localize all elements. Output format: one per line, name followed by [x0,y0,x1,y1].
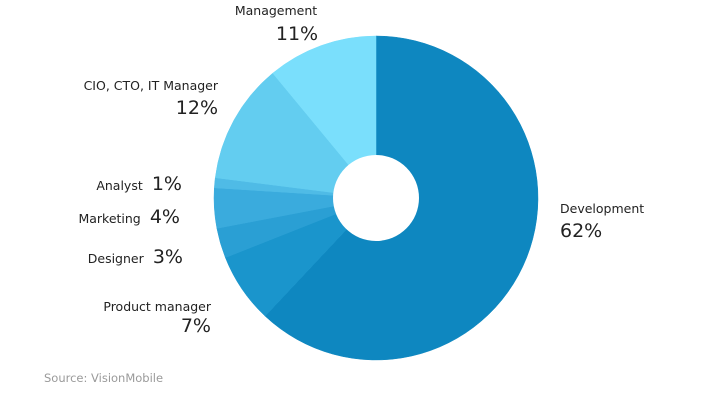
slice-label-management: Management [235,3,317,18]
slice-labels: Development 62% Product manager 7% Desig… [78,3,644,337]
slice-label-cio-cto-it-manager: CIO, CTO, IT Manager [84,78,219,93]
slice-label-analyst-line: Analyst 1% [96,173,182,195]
slice-value-management: 11% [276,23,318,45]
source-note: Source: VisionMobile [44,371,164,385]
slice-value-designer: 3% [153,246,183,268]
slice-label-analyst: Analyst [96,178,143,193]
slice-label-designer: Designer [88,251,145,266]
slice-management [272,35,377,199]
slice-value-development: 62% [560,220,602,242]
slice-value-analyst: 1% [152,173,182,195]
slice-label-marketing: Marketing [78,211,140,226]
slice-value-product-manager: 7% [181,315,211,337]
slice-label-product-manager: Product manager [103,299,211,314]
slice-value-marketing: 4% [150,206,180,228]
slice-value-cio-cto-it-manager: 12% [176,97,218,119]
slice-label-marketing-line: Marketing 4% [78,206,180,228]
slice-label-designer-line: Designer 3% [88,246,183,268]
slice-cio-cto-it-manager [214,72,377,199]
slice-label-development: Development [560,201,644,216]
donut-hole [333,155,419,241]
